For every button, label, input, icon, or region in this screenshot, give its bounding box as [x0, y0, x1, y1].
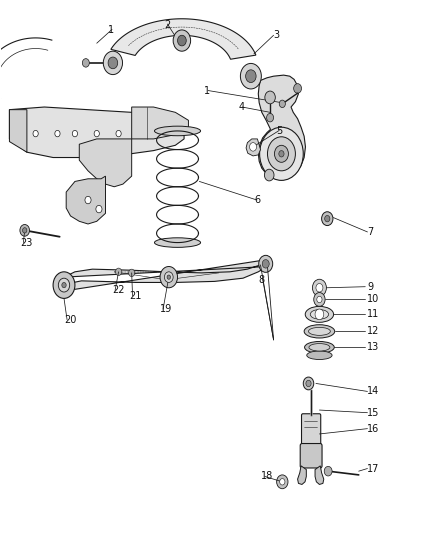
Text: 13: 13 — [367, 342, 380, 352]
Circle shape — [173, 30, 191, 51]
Text: 3: 3 — [274, 30, 280, 41]
Circle shape — [303, 377, 314, 390]
Circle shape — [116, 131, 121, 137]
Text: 8: 8 — [258, 275, 265, 285]
Circle shape — [279, 100, 286, 108]
Circle shape — [306, 380, 311, 386]
Text: 11: 11 — [367, 309, 380, 319]
FancyBboxPatch shape — [301, 414, 321, 450]
Circle shape — [160, 266, 177, 288]
Circle shape — [321, 212, 333, 225]
Circle shape — [325, 215, 330, 222]
Text: 5: 5 — [276, 126, 282, 136]
Circle shape — [316, 284, 323, 292]
Circle shape — [277, 475, 288, 489]
Polygon shape — [132, 107, 188, 139]
Circle shape — [103, 51, 123, 75]
Circle shape — [96, 205, 102, 213]
Polygon shape — [10, 110, 27, 152]
Circle shape — [314, 293, 325, 306]
Polygon shape — [258, 75, 305, 179]
Circle shape — [55, 131, 60, 137]
Circle shape — [275, 146, 288, 163]
Circle shape — [280, 479, 285, 485]
Text: 20: 20 — [64, 314, 76, 325]
Polygon shape — [315, 466, 324, 484]
Text: 17: 17 — [367, 464, 380, 473]
Ellipse shape — [304, 342, 334, 353]
Circle shape — [116, 268, 122, 276]
Circle shape — [250, 143, 257, 151]
Text: 14: 14 — [367, 386, 380, 397]
Circle shape — [85, 196, 91, 204]
Ellipse shape — [308, 327, 330, 335]
Text: 12: 12 — [367, 326, 380, 336]
Polygon shape — [57, 260, 267, 292]
Circle shape — [324, 466, 332, 476]
Circle shape — [94, 131, 99, 137]
Circle shape — [317, 296, 322, 303]
Circle shape — [259, 255, 273, 272]
Circle shape — [129, 269, 135, 277]
Text: 18: 18 — [261, 472, 273, 481]
Text: 7: 7 — [367, 227, 374, 237]
Ellipse shape — [155, 126, 201, 136]
Circle shape — [267, 114, 274, 122]
Circle shape — [315, 309, 324, 320]
Text: 1: 1 — [204, 86, 210, 96]
Polygon shape — [111, 19, 256, 59]
Circle shape — [260, 127, 303, 180]
Polygon shape — [10, 107, 184, 158]
Ellipse shape — [307, 351, 332, 360]
Circle shape — [33, 131, 38, 137]
Ellipse shape — [310, 310, 328, 319]
Text: 21: 21 — [130, 290, 142, 301]
Text: 6: 6 — [254, 195, 260, 205]
Text: 10: 10 — [367, 294, 380, 304]
Text: 9: 9 — [367, 282, 374, 292]
Circle shape — [82, 59, 89, 67]
Text: 16: 16 — [367, 424, 380, 434]
Polygon shape — [66, 176, 106, 224]
Circle shape — [62, 282, 66, 288]
Circle shape — [268, 137, 295, 171]
Ellipse shape — [155, 238, 201, 247]
Text: 22: 22 — [112, 286, 124, 295]
Circle shape — [167, 275, 170, 279]
Circle shape — [177, 35, 186, 46]
Polygon shape — [79, 139, 132, 187]
Circle shape — [265, 169, 274, 181]
Text: 15: 15 — [367, 408, 380, 418]
Circle shape — [293, 84, 301, 93]
Circle shape — [240, 63, 261, 89]
Circle shape — [138, 131, 143, 137]
Circle shape — [72, 131, 78, 137]
Ellipse shape — [304, 325, 335, 338]
Circle shape — [20, 224, 29, 236]
Circle shape — [22, 228, 27, 233]
Circle shape — [164, 272, 173, 282]
Circle shape — [279, 151, 284, 157]
Ellipse shape — [305, 306, 334, 322]
Text: 4: 4 — [239, 102, 245, 112]
Circle shape — [53, 272, 75, 298]
Circle shape — [58, 278, 70, 292]
Circle shape — [262, 260, 269, 268]
FancyBboxPatch shape — [300, 443, 322, 468]
Circle shape — [265, 91, 276, 104]
Circle shape — [246, 70, 256, 83]
Text: 23: 23 — [20, 238, 33, 247]
Polygon shape — [246, 139, 261, 156]
Circle shape — [312, 279, 326, 296]
Polygon shape — [297, 466, 306, 484]
Ellipse shape — [309, 344, 330, 351]
Text: 2: 2 — [164, 20, 171, 30]
Circle shape — [108, 57, 118, 69]
Text: 1: 1 — [108, 25, 114, 35]
Text: 19: 19 — [160, 304, 172, 314]
